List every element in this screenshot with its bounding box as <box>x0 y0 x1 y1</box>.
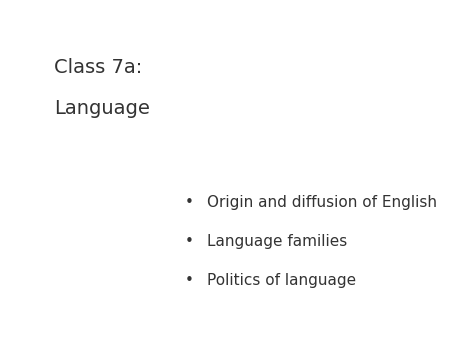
Text: •: • <box>184 273 194 288</box>
Text: Class 7a:: Class 7a: <box>54 58 142 77</box>
Text: •: • <box>184 195 194 210</box>
Text: Politics of language: Politics of language <box>207 273 356 288</box>
Text: Language families: Language families <box>207 234 347 249</box>
Text: •: • <box>184 234 194 249</box>
Text: Origin and diffusion of English: Origin and diffusion of English <box>207 195 437 210</box>
Text: Language: Language <box>54 99 150 118</box>
